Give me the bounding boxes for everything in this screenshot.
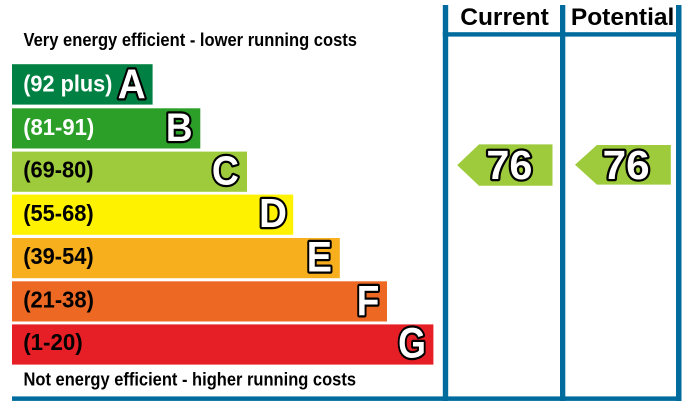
svg-text:(81-91): (81-91) (23, 114, 94, 140)
svg-text:Current: Current (460, 4, 548, 31)
svg-text:G: G (398, 319, 426, 367)
svg-text:B: B (166, 106, 193, 150)
svg-text:76: 76 (486, 142, 532, 188)
svg-text:F: F (357, 277, 380, 324)
svg-text:(55-68): (55-68) (23, 200, 94, 226)
svg-text:D: D (259, 190, 287, 236)
svg-text:A: A (118, 60, 146, 107)
svg-text:E: E (307, 234, 332, 281)
svg-text:(1-20): (1-20) (23, 329, 82, 355)
svg-text:C: C (212, 148, 239, 194)
svg-text:(69-80): (69-80) (23, 156, 93, 182)
svg-text:(39-54): (39-54) (23, 243, 94, 269)
svg-text:(21-38): (21-38) (23, 286, 94, 312)
svg-text:Not energy efficient - higher: Not energy efficient - higher running co… (24, 369, 357, 390)
svg-text:(92 plus): (92 plus) (23, 71, 112, 97)
svg-text:76: 76 (603, 142, 650, 188)
svg-text:Very energy efficient - lower: Very energy efficient - lower running co… (24, 29, 358, 50)
svg-text:Potential: Potential (571, 4, 674, 31)
